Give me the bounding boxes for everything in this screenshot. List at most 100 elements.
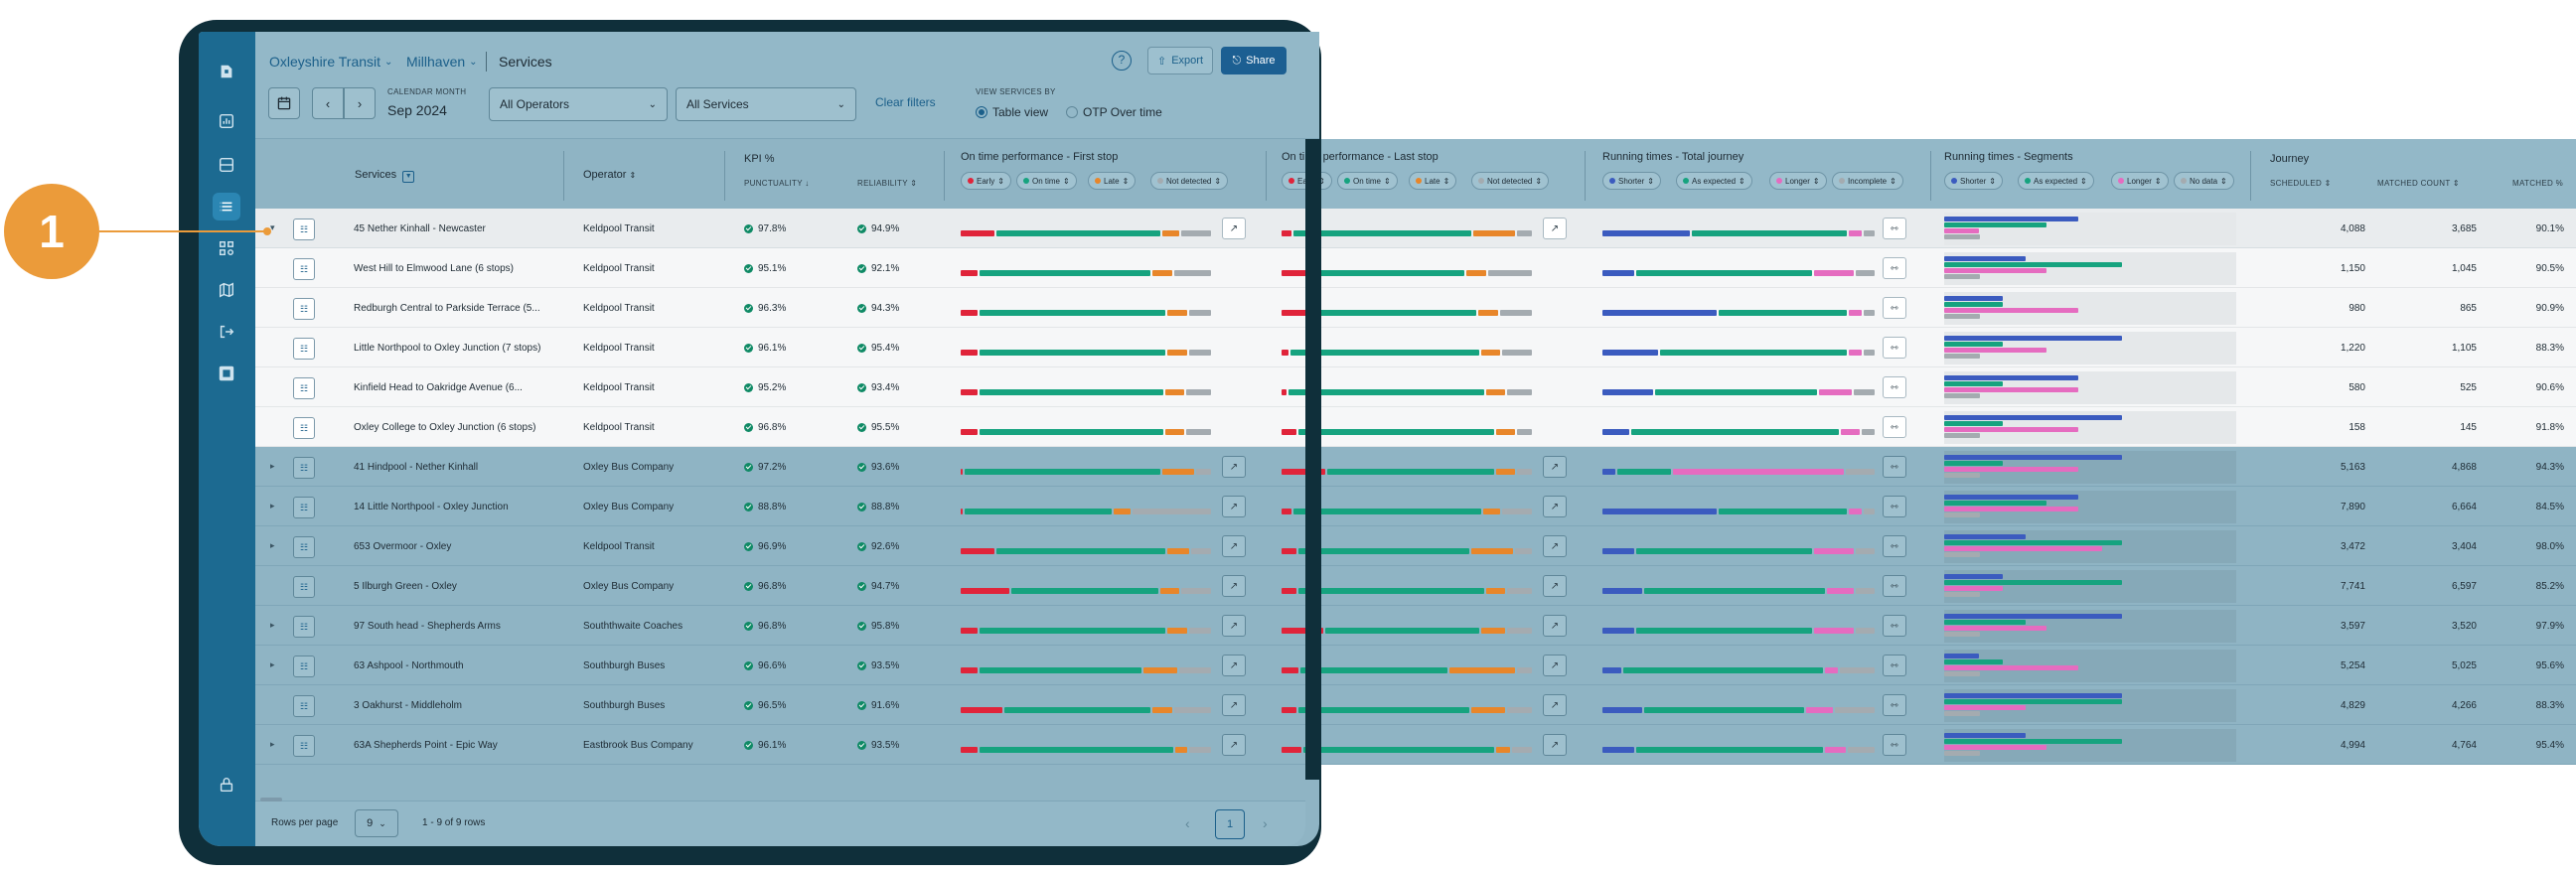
segments-link-button[interactable]: ⇿ xyxy=(1883,337,1906,359)
clear-filters-link[interactable]: Clear filters xyxy=(875,95,936,109)
expand-icon[interactable]: ▸ xyxy=(270,501,275,510)
export-button[interactable]: ⇧ Export xyxy=(1147,47,1213,74)
expand-icon[interactable]: ▸ xyxy=(270,461,275,471)
route-icon[interactable]: ☷ xyxy=(293,258,315,280)
service-name[interactable]: 14 Little Northpool - Oxley Junction xyxy=(354,501,509,512)
legend-chip[interactable]: Early⇕ xyxy=(961,172,1011,190)
legend-chip[interactable]: Shorter ⇕ xyxy=(1602,172,1661,190)
horizontal-scrollbar[interactable] xyxy=(260,798,282,802)
rows-per-page-select[interactable]: 9 ⌄ xyxy=(355,809,398,837)
service-name[interactable]: 653 Overmoor - Oxley xyxy=(354,540,452,552)
current-page-button[interactable]: 1 xyxy=(1215,809,1245,839)
export-icon[interactable] xyxy=(213,318,240,346)
table-row[interactable]: ☷ Kinfield Head to Oakridge Avenue (6... K… xyxy=(255,367,2576,407)
legend-chip[interactable]: Late ⇕ xyxy=(1088,172,1136,190)
expand-icon[interactable]: ▸ xyxy=(270,739,275,749)
trend-chart-button[interactable]: ↗ xyxy=(1222,496,1246,517)
legend-chip[interactable]: Not detected ⇕ xyxy=(1150,172,1229,190)
table-row[interactable]: ▸ ☷ 41 Hindpool - Nether Kinhall Oxley Bus … xyxy=(255,447,2576,487)
trend-chart-button[interactable]: ↗ xyxy=(1543,456,1567,478)
service-name[interactable]: 63A Shepherds Point - Epic Way xyxy=(354,739,498,751)
filter-icon[interactable]: ▼ xyxy=(402,171,415,183)
route-icon[interactable]: ☷ xyxy=(293,695,315,717)
table-view-radio[interactable]: Table view xyxy=(976,105,1048,119)
segments-link-button[interactable]: ⇿ xyxy=(1883,376,1906,398)
expand-icon[interactable]: ▸ xyxy=(270,540,275,550)
segments-link-button[interactable]: ⇿ xyxy=(1883,456,1906,478)
trend-chart-button[interactable]: ↗ xyxy=(1543,734,1567,756)
route-icon[interactable]: ☷ xyxy=(293,616,315,638)
table-row[interactable]: ☷ West Hill to Elmwood Lane (6 stops) Keld… xyxy=(255,248,2576,288)
trend-chart-button[interactable]: ↗ xyxy=(1543,535,1567,557)
segments-link-button[interactable]: ⇿ xyxy=(1883,575,1906,597)
segments-link-button[interactable]: ⇿ xyxy=(1883,496,1906,517)
trend-chart-button[interactable]: ↗ xyxy=(1222,655,1246,676)
segments-link-button[interactable]: ⇿ xyxy=(1883,694,1906,716)
route-icon[interactable]: ☷ xyxy=(293,497,315,518)
trend-chart-button[interactable]: ↗ xyxy=(1543,575,1567,597)
map-icon[interactable] xyxy=(213,276,240,304)
calendar-button[interactable] xyxy=(268,87,300,119)
table-row[interactable]: ▸ ☷ 97 South head - Shepherds Arms Souththw… xyxy=(255,606,2576,646)
trend-chart-button[interactable]: ↗ xyxy=(1543,655,1567,676)
segments-link-button[interactable]: ⇿ xyxy=(1883,734,1906,756)
trend-chart-button[interactable]: ↗ xyxy=(1222,694,1246,716)
route-icon[interactable]: ☷ xyxy=(293,219,315,240)
trend-chart-button[interactable]: ↗ xyxy=(1222,734,1246,756)
table-row[interactable]: ☷ Redburgh Central to Parkside Terrace (5… xyxy=(255,288,2576,328)
table-row[interactable]: ▾ ☷ 45 Nether Kinhall - Newcaster Keldpool … xyxy=(255,209,2576,248)
table-row[interactable]: ☷ 3 Oakhurst - Middleholm Southburgh Buses… xyxy=(255,685,2576,725)
legend-chip[interactable]: Not detected ⇕ xyxy=(1471,172,1550,190)
legend-chip[interactable]: Longer ⇕ xyxy=(2111,172,2169,190)
grid-icon[interactable] xyxy=(213,234,240,262)
segments-link-button[interactable]: ⇿ xyxy=(1883,615,1906,637)
service-name[interactable]: 45 Nether Kinhall - Newcaster xyxy=(354,222,486,234)
legend-chip[interactable]: Longer ⇕ xyxy=(1769,172,1827,190)
trend-chart-button[interactable]: ↗ xyxy=(1543,218,1567,239)
route-icon[interactable]: ☷ xyxy=(293,338,315,360)
list-icon[interactable] xyxy=(213,193,240,220)
segments-link-button[interactable]: ⇿ xyxy=(1883,655,1906,676)
legend-chip[interactable]: Late ⇕ xyxy=(1409,172,1457,190)
service-name[interactable]: Little Northpool to Oxley Junction (7 st… xyxy=(354,342,541,354)
legend-chip[interactable]: As expected ⇕ xyxy=(1676,172,1752,190)
col-services[interactable]: Services ▼ xyxy=(355,169,415,183)
next-page-button[interactable]: › xyxy=(1263,815,1268,831)
table-row[interactable]: ☷ Little Northpool to Oxley Junction (7 s… xyxy=(255,328,2576,367)
breadcrumb-area[interactable]: Millhaven ⌄ xyxy=(406,54,478,70)
logo-icon[interactable] xyxy=(213,58,240,85)
breadcrumb-org[interactable]: Oxleyshire Transit ⌄ xyxy=(269,54,392,70)
service-name[interactable]: 97 South head - Shepherds Arms xyxy=(354,620,501,632)
table-row[interactable]: ☷ 5 Ilburgh Green - Oxley Oxley Bus Compan… xyxy=(255,566,2576,606)
trend-chart-button[interactable]: ↗ xyxy=(1543,615,1567,637)
route-icon[interactable]: ☷ xyxy=(293,417,315,439)
legend-chip[interactable]: On time ⇕ xyxy=(1016,172,1077,190)
legend-chip[interactable]: Incomplete ⇕ xyxy=(1832,172,1903,190)
col-matched-pct[interactable]: MATCHED % xyxy=(2512,179,2563,188)
route-icon[interactable]: ☷ xyxy=(293,656,315,677)
service-select[interactable]: All Services ⌄ xyxy=(676,87,856,121)
col-reliability[interactable]: RELIABILITY ⇕ xyxy=(857,179,917,188)
legend-chip[interactable]: No data ⇕ xyxy=(2174,172,2234,190)
help-icon[interactable]: ? xyxy=(1112,51,1132,71)
route-icon[interactable]: ☷ xyxy=(293,576,315,598)
segments-link-button[interactable]: ⇿ xyxy=(1883,535,1906,557)
trend-chart-button[interactable]: ↗ xyxy=(1222,615,1246,637)
legend-chip[interactable]: On time ⇕ xyxy=(1337,172,1398,190)
service-name[interactable]: 5 Ilburgh Green - Oxley xyxy=(354,580,457,592)
collapse-icon[interactable]: ▾ xyxy=(270,222,275,232)
app-logo-icon[interactable] xyxy=(213,360,240,387)
table-row[interactable]: ☷ Oxley College to Oxley Junction (6 stop… xyxy=(255,407,2576,447)
service-name[interactable]: West Hill to Elmwood Lane (6 stops) xyxy=(354,262,514,274)
trend-chart-button[interactable]: ↗ xyxy=(1222,535,1246,557)
prev-month-button[interactable]: ‹ xyxy=(312,87,344,119)
legend-chip[interactable]: As expected ⇕ xyxy=(2018,172,2094,190)
service-name[interactable]: Oxley College to Oxley Junction (6 stops… xyxy=(354,421,536,433)
trend-chart-button[interactable]: ↗ xyxy=(1222,218,1246,239)
trend-chart-button[interactable]: ↗ xyxy=(1543,496,1567,517)
operator-select[interactable]: All Operators ⌄ xyxy=(489,87,668,121)
lock-icon[interactable] xyxy=(213,771,240,799)
route-icon[interactable]: ☷ xyxy=(293,735,315,757)
col-operator[interactable]: Operator ⇕ xyxy=(583,169,636,181)
service-name[interactable]: 41 Hindpool - Nether Kinhall xyxy=(354,461,479,473)
